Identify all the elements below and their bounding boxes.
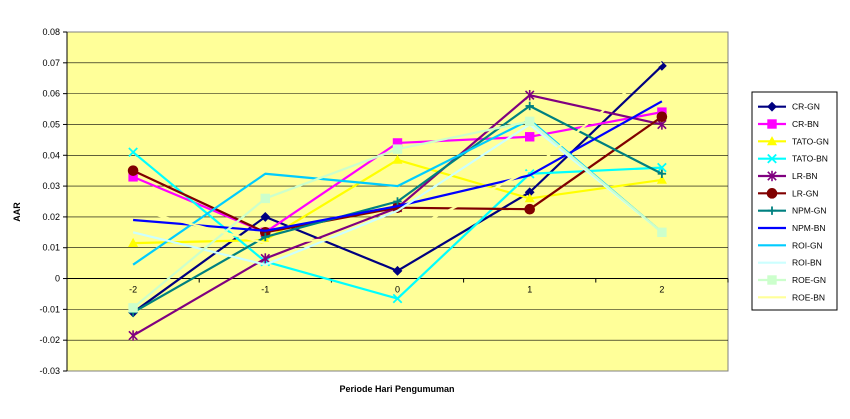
x-tick-label: 0 xyxy=(395,285,400,295)
legend-label: ROI-GN xyxy=(792,240,823,250)
y-tick-label: -0.03 xyxy=(39,366,60,376)
series-roi-bn xyxy=(132,123,663,266)
data-point xyxy=(766,136,778,146)
y-tick-label: 0.06 xyxy=(42,89,60,99)
series-roe-bn xyxy=(132,61,663,245)
data-point xyxy=(128,303,138,313)
x-tick-label: 2 xyxy=(659,285,664,295)
series-line xyxy=(132,123,663,266)
data-point xyxy=(261,232,270,242)
legend xyxy=(751,91,838,311)
legend-label: CR-GN xyxy=(792,102,820,112)
data-point xyxy=(392,144,403,154)
legend-label: LR-GN xyxy=(792,188,818,198)
y-tick-label: 0.03 xyxy=(42,181,60,191)
y-tick-label: -0.02 xyxy=(39,335,60,345)
legend-item: ROE-GN xyxy=(758,275,826,285)
data-point xyxy=(657,169,667,178)
data-point xyxy=(393,197,402,206)
data-point xyxy=(656,111,668,123)
data-point xyxy=(128,330,138,341)
y-tick-label: 0.04 xyxy=(42,150,60,160)
y-tick-label: 0.05 xyxy=(42,119,60,129)
data-point xyxy=(525,101,534,111)
x-tick-label: 1 xyxy=(527,285,532,295)
legend-item: CR-GN xyxy=(758,102,820,112)
y-tick-label: 0.01 xyxy=(42,243,60,253)
y-tick-label: 0.08 xyxy=(42,27,60,37)
data-point xyxy=(657,227,667,238)
data-point xyxy=(767,119,777,129)
data-point xyxy=(767,153,777,164)
y-tick-label: 0 xyxy=(55,274,60,284)
data-point xyxy=(128,237,139,247)
legend-label: TATO-BN xyxy=(792,154,828,164)
data-point xyxy=(767,170,777,182)
data-point xyxy=(260,253,271,264)
data-point xyxy=(128,147,138,158)
series-roe-gn xyxy=(128,116,667,313)
data-point xyxy=(524,203,536,215)
data-point xyxy=(392,265,403,276)
y-tick-label: 0.02 xyxy=(42,212,60,222)
legend-item: NPM-BN xyxy=(758,223,826,233)
data-point xyxy=(524,193,535,203)
legend-label: LR-BN xyxy=(792,171,818,181)
series-line xyxy=(133,100,663,232)
data-point xyxy=(392,154,403,164)
legend-item: LR-GN xyxy=(758,188,818,199)
x-tick-label: -2 xyxy=(129,285,137,295)
data-point xyxy=(260,212,271,222)
data-point xyxy=(524,89,535,101)
legend-label: ROE-GN xyxy=(792,275,826,285)
legend-item: NPM-GN xyxy=(758,206,826,216)
data-point xyxy=(525,116,535,127)
x-axis-title: Periode Hari Pengumuman xyxy=(339,384,454,394)
data-point xyxy=(392,293,403,304)
series-lr-gn xyxy=(127,111,668,238)
data-point xyxy=(767,101,777,112)
data-point xyxy=(767,275,777,285)
data-point xyxy=(767,206,777,215)
data-point xyxy=(260,193,271,204)
legend-item: TATO-BN xyxy=(758,154,828,164)
legend-item: ROE-BN xyxy=(758,292,825,302)
legend-label: ROE-BN xyxy=(792,292,825,302)
legend-label: NPM-GN xyxy=(792,206,826,216)
legend-item: TATO-GN xyxy=(758,136,829,146)
series-tato-gn xyxy=(128,154,667,247)
legend-item: LR-BN xyxy=(758,170,818,182)
legend-label: CR-BN xyxy=(792,119,819,129)
y-axis-title: AAR xyxy=(12,202,22,222)
data-point xyxy=(657,162,667,173)
legend-item: CR-BN xyxy=(758,119,819,129)
x-tick-label: -1 xyxy=(261,285,269,295)
data-point xyxy=(127,165,139,176)
legend-label: TATO-GN xyxy=(792,136,829,146)
series-line xyxy=(132,61,663,245)
legend-item: ROI-BN xyxy=(758,258,822,268)
y-tick-label: 0.07 xyxy=(42,58,60,68)
data-point xyxy=(656,174,667,184)
y-tick-label: -0.01 xyxy=(39,304,60,314)
legend-label: NPM-BN xyxy=(792,223,826,233)
legend-item: ROI-GN xyxy=(758,240,823,250)
series-npm-bn xyxy=(133,100,663,232)
data-point xyxy=(525,132,535,142)
legend-label: ROI-BN xyxy=(792,258,822,268)
data-point xyxy=(766,188,778,199)
